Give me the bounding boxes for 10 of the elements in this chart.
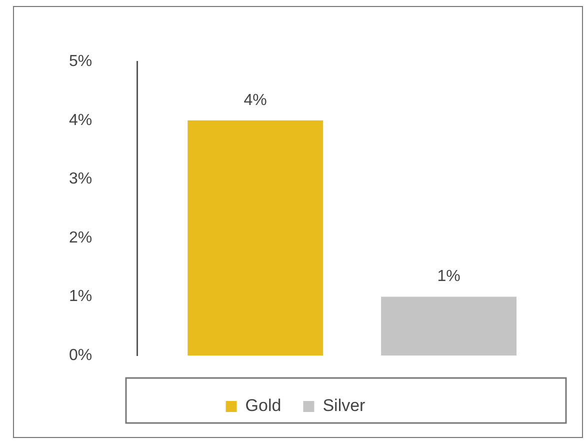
y-tick-label: 3% bbox=[69, 170, 92, 188]
y-tick-label: 5% bbox=[69, 53, 92, 70]
y-tick-label: 1% bbox=[69, 288, 92, 306]
data-label: 1% bbox=[437, 268, 460, 286]
y-tick-label: 4% bbox=[69, 112, 92, 129]
y-tick-label: 0% bbox=[69, 347, 92, 364]
y-tick-label: 2% bbox=[69, 229, 92, 246]
data-label: 4% bbox=[244, 92, 267, 109]
legend-label: Gold bbox=[245, 396, 282, 416]
legend-label: Silver bbox=[322, 396, 366, 416]
